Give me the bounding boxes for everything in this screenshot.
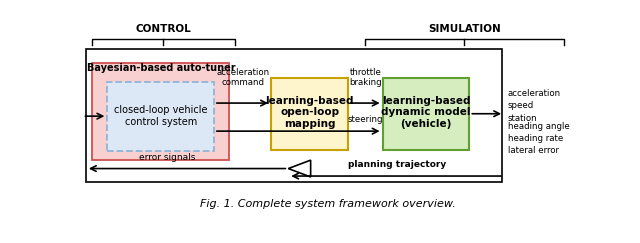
Text: CONTROL: CONTROL — [136, 24, 191, 34]
Text: learning-based
open-loop
mapping: learning-based open-loop mapping — [266, 96, 354, 129]
FancyBboxPatch shape — [92, 63, 229, 160]
Text: learning-based
dynamic model
(vehicle): learning-based dynamic model (vehicle) — [381, 96, 471, 129]
Text: speed: speed — [508, 101, 534, 110]
Text: error signals: error signals — [139, 153, 195, 162]
Text: station: station — [508, 113, 537, 122]
Text: Bayesian-based auto-tuner: Bayesian-based auto-tuner — [86, 62, 235, 72]
FancyBboxPatch shape — [271, 78, 348, 150]
Text: planning trajectory: planning trajectory — [348, 160, 447, 170]
Text: acceleration
command: acceleration command — [216, 68, 269, 87]
Text: SIMULATION: SIMULATION — [428, 24, 500, 34]
Text: acceleration: acceleration — [508, 89, 561, 98]
Text: closed-loop vehicle
control system: closed-loop vehicle control system — [114, 105, 207, 127]
Text: heading rate: heading rate — [508, 134, 563, 143]
Text: Fig. 1. Complete system framework overview.: Fig. 1. Complete system framework overvi… — [200, 199, 456, 209]
Text: heading angle: heading angle — [508, 122, 570, 131]
Text: lateral error: lateral error — [508, 146, 559, 155]
FancyBboxPatch shape — [383, 78, 469, 150]
Text: throttle
braking: throttle braking — [349, 68, 382, 87]
Text: steering: steering — [348, 115, 383, 124]
FancyBboxPatch shape — [108, 82, 214, 151]
